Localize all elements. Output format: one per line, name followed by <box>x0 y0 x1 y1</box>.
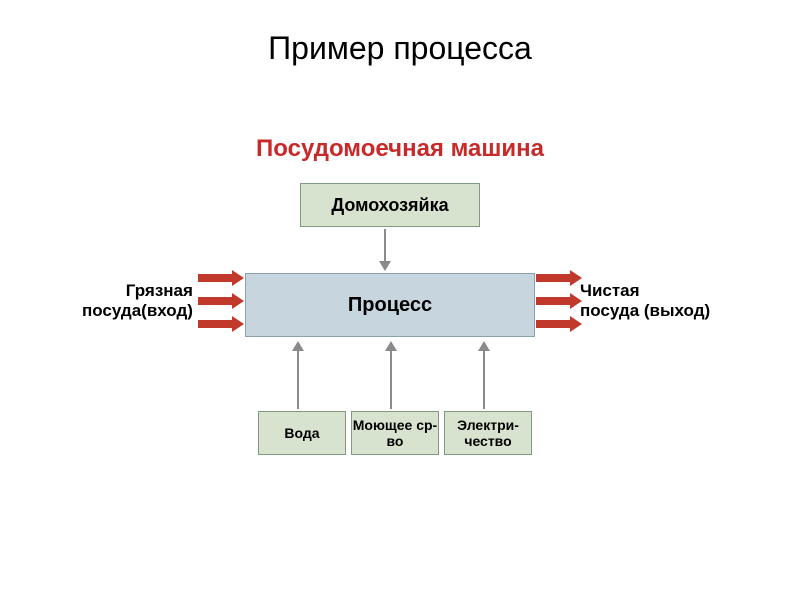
page-title: Пример процесса <box>0 0 800 67</box>
resource-arrow-icon <box>292 341 304 409</box>
node-resource-water-label: Вода <box>284 425 319 441</box>
input-arrow-icon <box>198 293 244 309</box>
resource-arrow-icon <box>478 341 490 409</box>
output-label: Чистая посуда (выход) <box>580 281 710 322</box>
node-resource-detergent-label: Моющее ср-во <box>352 417 438 449</box>
node-resource-electricity: Электри- чество <box>444 411 532 455</box>
input-arrow-icon <box>198 316 244 332</box>
node-process-label: Процесс <box>348 294 432 317</box>
input-label: Грязная посуда(вход) <box>82 281 193 322</box>
control-arrow-icon <box>379 229 391 271</box>
node-resource-detergent: Моющее ср-во <box>351 411 439 455</box>
node-resource-water: Вода <box>258 411 346 455</box>
resource-arrow-icon <box>385 341 397 409</box>
input-arrow-icon <box>536 316 582 332</box>
process-diagram: Домохозяйка Процесс Вода Моющее ср-во Эл… <box>0 163 800 543</box>
input-arrow-icon <box>536 293 582 309</box>
node-resource-electricity-label: Электри- чество <box>445 417 531 449</box>
input-arrow-icon <box>536 270 582 286</box>
node-process: Процесс <box>245 273 535 337</box>
diagram-title: Посудомоечная машина <box>0 135 800 163</box>
input-arrow-icon <box>198 270 244 286</box>
node-control-label: Домохозяйка <box>331 195 448 216</box>
node-control: Домохозяйка <box>300 183 480 227</box>
